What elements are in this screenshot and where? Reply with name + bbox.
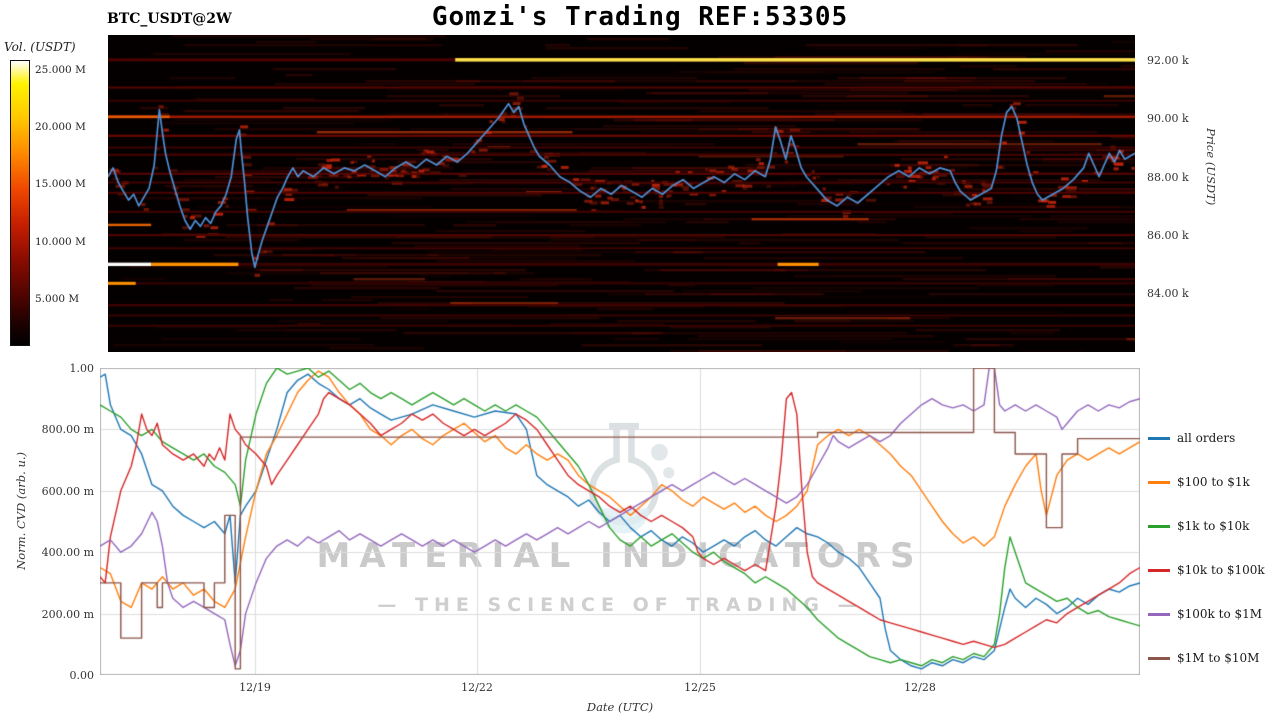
colorbar-label: Vol. (USDT) (4, 40, 76, 54)
legend-entry: $100k to $1M (1148, 606, 1280, 622)
colorbar-gradient (10, 60, 30, 346)
cvd-x-tick: 12/19 (239, 681, 271, 694)
cvd-y-tick: 600.00 m (41, 485, 94, 498)
cvd-x-tick: 12/28 (904, 681, 936, 694)
heatmap-plot (108, 35, 1135, 352)
legend-entry: all orders (1148, 430, 1280, 446)
page-title: Gomzi's Trading REF:53305 (431, 2, 849, 32)
cvd-x-tick: 12/22 (461, 681, 493, 694)
legend-entry: $100 to $1k (1148, 474, 1280, 490)
symbol-label: BTC_USDT@2W (107, 11, 232, 27)
legend-swatch (1148, 436, 1170, 440)
legend-label: all orders (1177, 431, 1236, 445)
legend-label: $10k to $100k (1177, 563, 1265, 577)
legend-swatch (1148, 480, 1170, 484)
colorbar-tick: 10.000 M (35, 236, 86, 248)
price-tick: 92.00 k (1147, 54, 1189, 67)
legend-swatch (1148, 612, 1170, 616)
colorbar-tick: 25.000 M (35, 64, 86, 76)
cvd-canvas (100, 368, 1140, 675)
legend-entry: $10k to $100k (1148, 562, 1280, 578)
cvd-plot: MATERIAL INDICATORS — THE SCIENCE OF TRA… (100, 368, 1140, 675)
cvd-x-axis-label: Date (UTC) (586, 700, 654, 714)
colorbar-tick: 15.000 M (35, 178, 86, 190)
legend: all orders $100 to $1k $1k to $10k $10k … (1148, 430, 1280, 694)
legend-entry: $1k to $10k (1148, 518, 1280, 534)
cvd-y-tick: 400.00 m (41, 546, 94, 559)
price-tick: 86.00 k (1147, 229, 1189, 242)
price-tick: 84.00 k (1147, 287, 1189, 300)
cvd-y-tick: 200.00 m (41, 608, 94, 621)
legend-entry: $1M to $10M (1148, 650, 1280, 666)
heatmap-canvas (108, 35, 1135, 352)
price-tick: 90.00 k (1147, 112, 1189, 125)
cvd-x-tick: 12/25 (684, 681, 716, 694)
legend-swatch (1148, 656, 1170, 660)
legend-swatch (1148, 524, 1170, 528)
cvd-y-tick: 1.00 (69, 362, 95, 375)
colorbar-tick: 5.000 M (35, 293, 80, 305)
price-tick: 88.00 k (1147, 171, 1189, 184)
cvd-y-tick: 0.00 (69, 669, 95, 682)
legend-label: $100 to $1k (1177, 475, 1250, 489)
colorbar-tick: 20.000 M (35, 121, 86, 133)
legend-label: $1k to $10k (1177, 519, 1250, 533)
legend-swatch (1148, 568, 1170, 572)
legend-label: $100k to $1M (1177, 607, 1263, 621)
cvd-y-axis-label: Norm. CVD (arb. u.) (14, 452, 28, 570)
cvd-y-tick: 800.00 m (41, 423, 94, 436)
price-axis-label: Price (USDT) (1204, 128, 1218, 206)
legend-label: $1M to $10M (1177, 651, 1260, 665)
